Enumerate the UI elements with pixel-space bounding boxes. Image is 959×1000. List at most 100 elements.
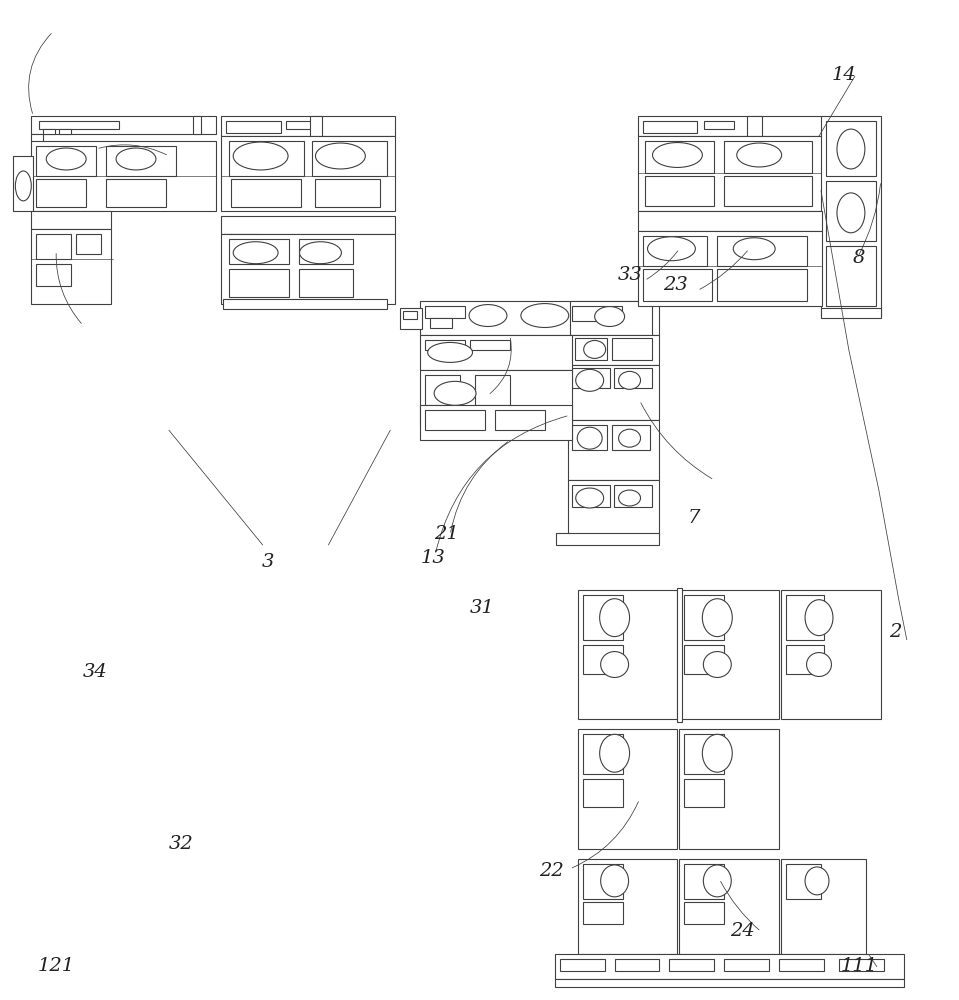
Text: 22: 22 bbox=[539, 862, 564, 880]
Text: 32: 32 bbox=[169, 835, 194, 853]
Bar bbox=[677, 588, 683, 722]
Bar bbox=[425, 306, 465, 318]
Text: 8: 8 bbox=[853, 249, 865, 267]
Bar bbox=[420, 335, 572, 370]
Bar bbox=[826, 246, 876, 306]
Bar bbox=[222, 299, 387, 309]
Ellipse shape bbox=[575, 488, 603, 508]
Ellipse shape bbox=[428, 342, 473, 362]
Ellipse shape bbox=[702, 599, 733, 637]
Bar bbox=[106, 179, 166, 207]
Bar bbox=[583, 864, 622, 899]
Bar bbox=[704, 121, 735, 129]
Bar bbox=[39, 121, 119, 129]
Bar bbox=[839, 959, 884, 971]
Ellipse shape bbox=[619, 429, 641, 447]
Ellipse shape bbox=[652, 143, 702, 167]
Bar bbox=[786, 595, 824, 640]
Bar bbox=[574, 338, 607, 360]
Bar bbox=[685, 734, 724, 774]
Ellipse shape bbox=[46, 148, 86, 170]
Bar bbox=[43, 129, 56, 134]
Ellipse shape bbox=[595, 307, 624, 327]
Ellipse shape bbox=[805, 600, 833, 636]
Text: 31: 31 bbox=[470, 599, 495, 617]
Bar bbox=[572, 306, 621, 321]
Bar bbox=[644, 141, 714, 173]
Ellipse shape bbox=[619, 371, 641, 389]
Bar bbox=[643, 269, 713, 301]
Bar bbox=[679, 859, 779, 954]
Ellipse shape bbox=[807, 653, 831, 676]
Bar bbox=[786, 645, 824, 674]
Bar bbox=[229, 239, 289, 264]
Ellipse shape bbox=[600, 865, 628, 897]
Ellipse shape bbox=[647, 237, 695, 261]
Ellipse shape bbox=[703, 652, 732, 677]
Bar bbox=[36, 146, 96, 176]
Bar bbox=[786, 864, 821, 899]
Text: 13: 13 bbox=[420, 549, 445, 567]
Ellipse shape bbox=[805, 867, 829, 895]
Bar bbox=[583, 779, 622, 807]
Bar bbox=[615, 959, 660, 971]
Bar bbox=[568, 420, 660, 480]
Bar bbox=[577, 590, 677, 719]
Bar bbox=[32, 116, 216, 134]
Text: 24: 24 bbox=[730, 922, 755, 940]
Ellipse shape bbox=[599, 734, 629, 772]
Bar bbox=[221, 216, 395, 234]
Ellipse shape bbox=[575, 369, 603, 391]
Bar bbox=[638, 116, 822, 136]
Bar bbox=[403, 311, 417, 319]
Bar bbox=[32, 229, 111, 304]
Text: 3: 3 bbox=[262, 553, 274, 571]
Text: 111: 111 bbox=[841, 957, 878, 975]
Ellipse shape bbox=[703, 865, 732, 897]
Ellipse shape bbox=[116, 148, 156, 170]
Bar bbox=[221, 234, 395, 304]
Bar bbox=[570, 301, 651, 335]
Ellipse shape bbox=[469, 305, 507, 327]
Bar bbox=[32, 141, 216, 211]
Text: 7: 7 bbox=[688, 509, 700, 527]
Text: 14: 14 bbox=[831, 66, 856, 84]
Bar bbox=[32, 211, 111, 229]
Bar bbox=[643, 236, 708, 266]
Bar bbox=[821, 116, 880, 316]
Bar bbox=[679, 729, 779, 849]
Bar bbox=[193, 116, 200, 134]
Bar bbox=[420, 370, 572, 425]
Bar bbox=[821, 308, 880, 318]
Bar bbox=[106, 146, 175, 176]
Text: 21: 21 bbox=[434, 525, 459, 543]
Bar bbox=[572, 425, 607, 450]
Ellipse shape bbox=[837, 129, 865, 169]
Bar bbox=[638, 231, 822, 306]
Bar bbox=[583, 645, 622, 674]
Ellipse shape bbox=[434, 381, 476, 405]
Bar bbox=[298, 239, 353, 264]
Bar bbox=[568, 480, 660, 535]
Bar bbox=[221, 116, 395, 136]
Bar bbox=[431, 318, 452, 328]
Bar bbox=[826, 121, 876, 176]
Ellipse shape bbox=[299, 242, 341, 264]
Bar bbox=[572, 485, 610, 507]
Text: 121: 121 bbox=[37, 957, 75, 975]
Bar bbox=[669, 959, 714, 971]
Bar bbox=[612, 425, 649, 450]
Bar bbox=[475, 375, 510, 405]
Bar bbox=[638, 211, 822, 231]
Ellipse shape bbox=[521, 304, 569, 328]
Bar bbox=[724, 141, 812, 173]
Bar bbox=[425, 375, 460, 405]
Bar bbox=[556, 533, 660, 545]
Bar bbox=[229, 141, 303, 176]
Ellipse shape bbox=[233, 242, 278, 264]
Bar bbox=[614, 485, 651, 507]
Bar bbox=[313, 141, 387, 176]
Bar bbox=[638, 136, 822, 211]
Ellipse shape bbox=[600, 652, 628, 677]
Bar bbox=[570, 335, 660, 365]
